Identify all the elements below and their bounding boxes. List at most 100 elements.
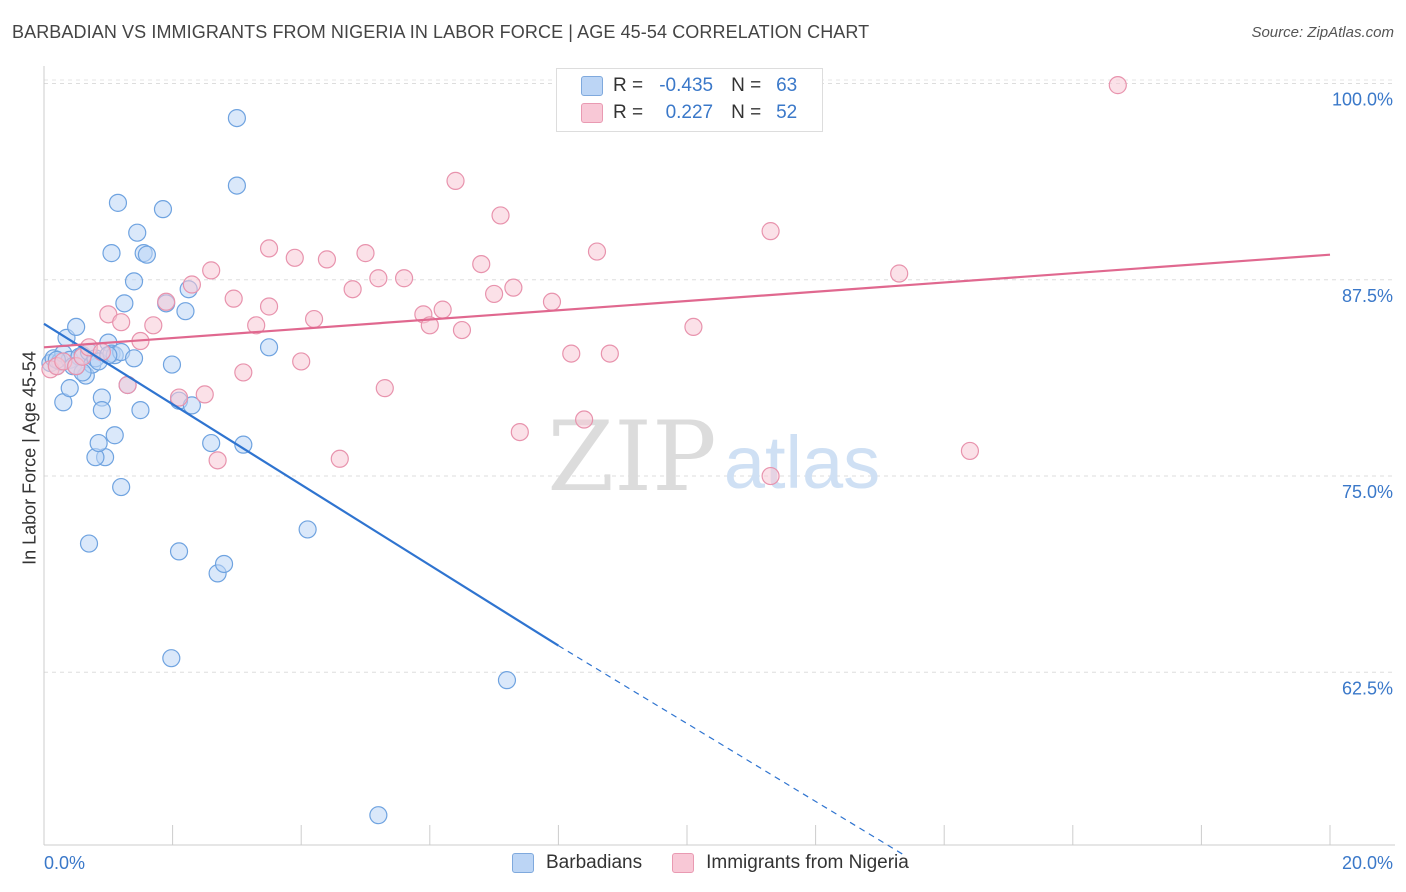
watermark-atlas: atlas: [724, 421, 880, 504]
data-points: [41, 76, 1127, 825]
barbadian-point: [67, 317, 86, 336]
barbadian-point: [79, 534, 99, 553]
barbadian-point: [115, 294, 134, 313]
y-axis-label: In Labor Force | Age 45-54: [19, 351, 40, 565]
nigeria-point: [394, 269, 414, 288]
nigeria-point: [684, 317, 703, 336]
barbadian-point: [234, 435, 253, 454]
legend-r-value: 0.227: [665, 102, 714, 123]
nigeria-point: [182, 275, 201, 294]
legend-swatch-nigeria: [581, 103, 603, 123]
legend-n-value: 52: [776, 102, 798, 123]
nigeria-point: [491, 206, 510, 225]
legend-row-nigeria: R = 0.227 N = 52: [581, 101, 797, 125]
nigeria-point: [542, 292, 562, 311]
barbadian-point: [153, 200, 173, 219]
nigeria-point: [285, 248, 304, 267]
nigeria-point: [157, 292, 176, 311]
barbadian-trend-line: [43, 322, 559, 647]
nigeria-point: [234, 363, 253, 382]
barbadian-point: [128, 223, 147, 242]
nigeria-point: [224, 289, 243, 308]
barbadian-point: [60, 379, 79, 398]
barbadian-point: [108, 193, 128, 212]
tick-labels: 62.5% 75.0% 87.5% 100.0% 0.0% 20.0%: [44, 90, 1393, 873]
nigeria-point: [472, 255, 491, 274]
barbadian-trend-line-extension: [558, 645, 906, 857]
barbadian-point: [162, 649, 181, 668]
chart-source: Source: ZipAtlas.com: [1251, 24, 1394, 41]
series-legend-barbadians: Barbadians: [512, 852, 642, 874]
nigeria-point: [343, 280, 362, 299]
barbadian-point: [124, 349, 144, 368]
barbadian-point: [202, 433, 221, 453]
trend-lines: [43, 253, 1331, 857]
barbadian-point: [131, 401, 150, 420]
nigeria-point: [208, 451, 227, 470]
nigeria-point: [356, 244, 375, 263]
series-label-nigeria: Immigrants from Nigeria: [706, 852, 909, 873]
nigeria-point: [1108, 76, 1127, 95]
barbadian-point: [89, 433, 108, 453]
barbadian-point: [137, 245, 156, 264]
nigeria-point: [169, 388, 189, 407]
series-swatch-barbadians: [512, 853, 534, 873]
nigeria-point: [960, 441, 980, 461]
series-swatch-nigeria: [672, 853, 695, 873]
nigeria-point: [92, 342, 111, 362]
nigeria-point: [195, 385, 214, 404]
y-tick-label: 75.0%: [1342, 482, 1393, 502]
nigeria-point: [504, 278, 523, 297]
barbadian-point: [176, 302, 195, 321]
watermark-zip: ZIP: [547, 401, 716, 513]
y-tick-label: 87.5%: [1342, 286, 1393, 306]
nigeria-point: [587, 242, 607, 261]
nigeria-point: [600, 344, 619, 363]
barbadian-point: [227, 108, 246, 128]
stats-legend: R = -0.435 N = 63 R = 0.227 N = 52: [556, 68, 823, 132]
legend-n-value: 63: [776, 75, 798, 96]
nigeria-point: [202, 261, 221, 280]
nigeria-point: [452, 320, 472, 340]
nigeria-point: [485, 284, 504, 304]
y-tick-label: 62.5%: [1342, 678, 1393, 698]
nigeria-point: [510, 422, 529, 442]
nigeria-point: [433, 300, 452, 319]
nigeria-point: [446, 171, 465, 190]
nigeria-trend-line: [43, 253, 1331, 349]
x-tick-label-max: 20.0%: [1342, 853, 1393, 873]
nigeria-point: [369, 269, 388, 288]
legend-row-barbadians: R = -0.435 N = 63: [581, 74, 797, 98]
nigeria-point: [575, 410, 594, 429]
barbadian-point: [169, 542, 189, 561]
nigeria-point: [259, 297, 279, 316]
barbadian-point: [369, 806, 388, 825]
legend-r-label: R =: [613, 75, 644, 96]
barbadian-point: [112, 477, 131, 497]
barbadian-point: [92, 401, 111, 420]
barbadian-point: [162, 355, 182, 374]
barbadian-point: [227, 176, 246, 195]
series-label-barbadians: Barbadians: [546, 852, 643, 873]
watermark: ZIP atlas: [547, 401, 880, 513]
nigeria-point: [562, 344, 581, 363]
series-legend: Barbadians Immigrants from Nigeria: [512, 852, 939, 874]
x-tick-label-min: 0.0%: [44, 853, 85, 873]
nigeria-point: [761, 466, 780, 486]
nigeria-point: [144, 316, 163, 335]
legend-swatch-barbadians: [581, 76, 603, 96]
nigeria-point: [761, 222, 780, 241]
nigeria-point: [292, 352, 311, 371]
nigeria-point: [330, 449, 349, 468]
chart-title: BARBADIAN VS IMMIGRANTS FROM NIGERIA IN …: [12, 22, 870, 42]
barbadian-point: [214, 554, 234, 574]
barbadian-point: [124, 272, 144, 291]
barbadian-point: [102, 244, 121, 263]
barbadian-point: [105, 426, 124, 445]
nigeria-point: [247, 316, 266, 335]
nigeria-point: [890, 264, 909, 283]
nigeria-point: [375, 379, 394, 398]
nigeria-point: [420, 316, 439, 335]
barbadian-point: [497, 671, 517, 690]
